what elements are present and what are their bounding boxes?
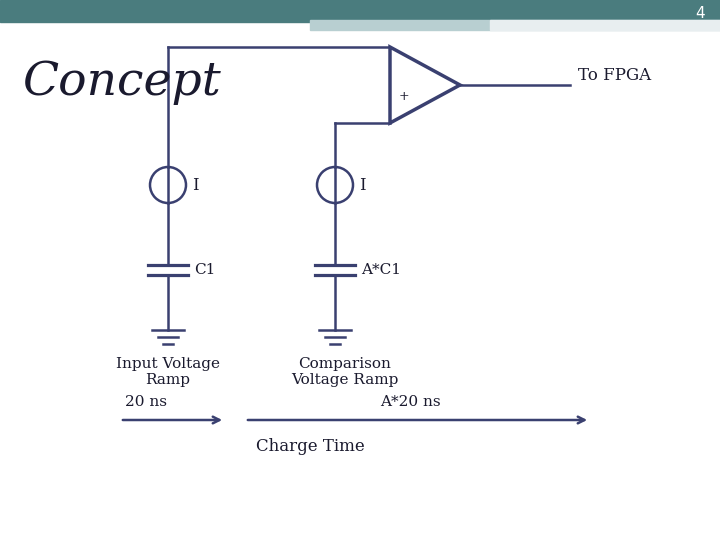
Text: A*C1: A*C1 xyxy=(361,263,401,277)
Text: I: I xyxy=(359,177,366,193)
Text: +: + xyxy=(399,91,409,104)
Bar xyxy=(0,0,720,22)
Text: Charge Time: Charge Time xyxy=(256,438,364,455)
Text: I: I xyxy=(192,177,199,193)
Text: 20 ns: 20 ns xyxy=(125,395,167,409)
Text: Concept: Concept xyxy=(22,59,221,105)
Text: A*20 ns: A*20 ns xyxy=(380,395,441,409)
Text: To FPGA: To FPGA xyxy=(578,66,651,84)
Bar xyxy=(310,20,720,30)
Text: Input Voltage
Ramp: Input Voltage Ramp xyxy=(116,357,220,387)
Text: C1: C1 xyxy=(194,263,215,277)
Bar xyxy=(490,20,720,30)
Text: 4: 4 xyxy=(696,5,705,21)
Text: Comparison
Voltage Ramp: Comparison Voltage Ramp xyxy=(292,357,399,387)
